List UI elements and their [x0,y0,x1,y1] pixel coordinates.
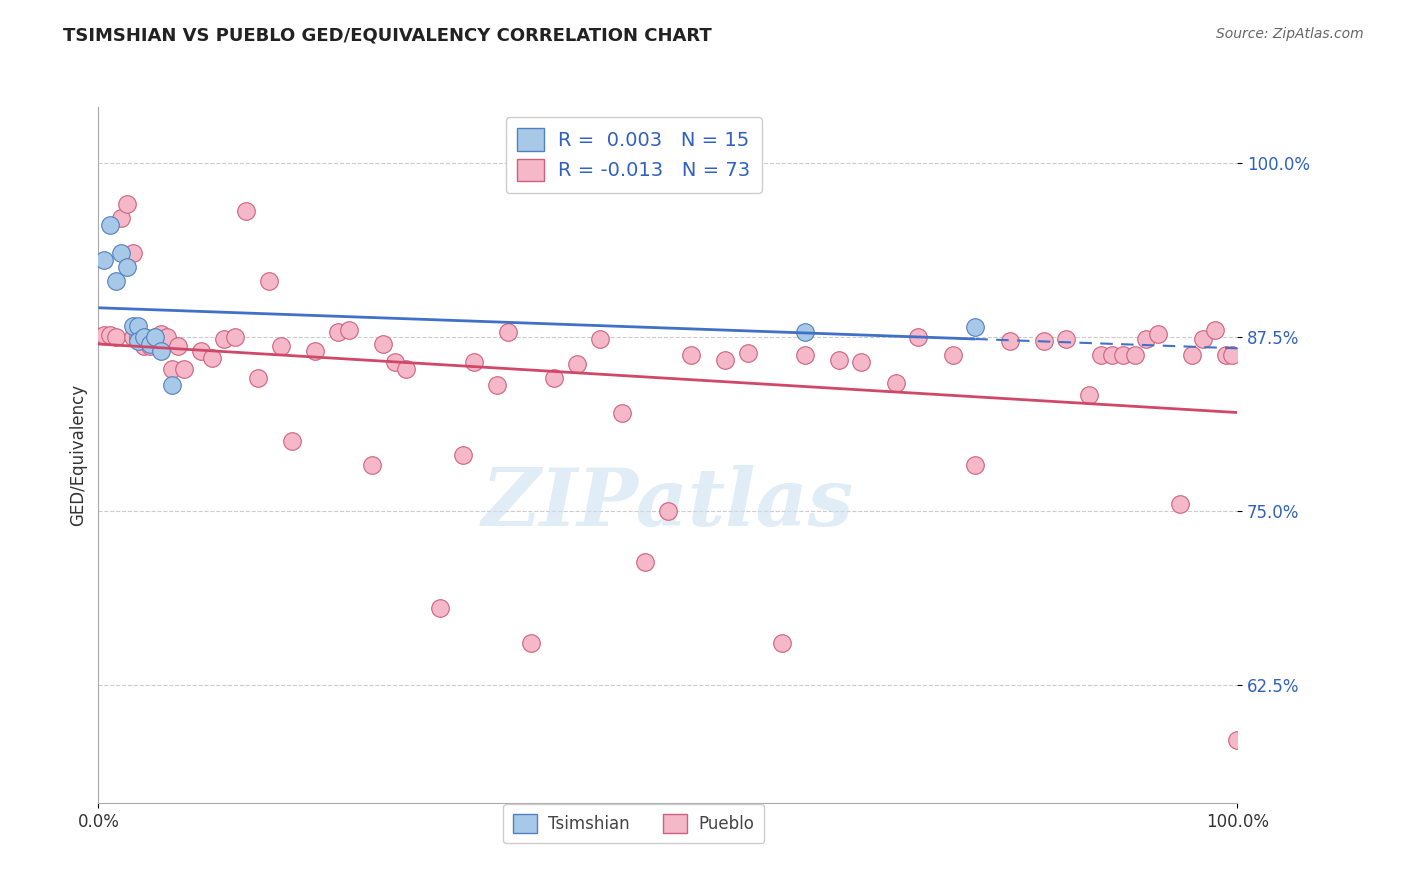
Point [1226,733,1249,747]
Point [942,348,965,362]
Point [498,326,520,340]
Point [224,329,246,343]
Point [998,334,1021,348]
Point [907,329,929,343]
Point [1054,333,1078,347]
Point [612,406,634,420]
Point [1170,497,1192,511]
Point [212,333,235,347]
Point [115,197,138,211]
Point [167,339,190,353]
Point [1032,334,1054,348]
Point [259,274,281,288]
Point [1146,326,1168,341]
Text: TSIMSHIAN VS PUEBLO GED/EQUIVALENCY CORRELATION CHART: TSIMSHIAN VS PUEBLO GED/EQUIVALENCY CORR… [63,27,711,45]
Point [1123,348,1146,362]
Point [162,361,184,376]
Point [121,318,143,333]
Point [145,329,167,343]
Point [884,376,907,390]
Point [520,636,543,650]
Point [127,334,149,348]
Point [634,555,657,569]
Point [395,361,418,376]
Point [565,358,588,372]
Point [337,323,360,337]
Point [851,354,873,368]
Point [132,329,155,343]
Point [98,328,121,343]
Point [173,361,195,376]
Point [371,336,394,351]
Point [1078,388,1101,402]
Point [93,253,115,268]
Point [737,346,759,360]
Point [121,329,143,343]
Point [384,354,406,368]
Point [1181,348,1204,362]
Point [281,434,304,448]
Point [201,351,224,365]
Point [1101,348,1123,362]
Text: Source: ZipAtlas.com: Source: ZipAtlas.com [1216,27,1364,41]
Point [132,339,155,353]
Point [110,246,132,260]
Y-axis label: GED/Equivalency: GED/Equivalency [69,384,87,526]
Point [588,333,610,347]
Text: ZIPatlas: ZIPatlas [482,465,853,542]
Point [714,353,737,368]
Point [1192,333,1215,347]
Point [679,348,702,362]
Point [93,328,115,343]
Point [270,339,292,353]
Point [246,371,269,385]
Point [115,260,138,274]
Legend: Tsimshian, Pueblo: Tsimshian, Pueblo [503,804,763,843]
Point [235,204,257,219]
Point [360,458,382,472]
Point [127,329,149,343]
Point [110,211,132,226]
Point [965,458,987,472]
Point [486,378,509,392]
Point [121,246,143,260]
Point [162,378,184,392]
Point [1220,348,1243,362]
Point [104,274,127,288]
Point [1215,348,1237,362]
Point [657,503,679,517]
Point [429,601,451,615]
Point [150,326,173,341]
Point [150,343,173,358]
Point [156,329,179,343]
Point [793,326,815,340]
Point [304,343,326,358]
Point [326,326,349,340]
Point [190,343,212,358]
Point [145,329,167,343]
Point [138,339,160,353]
Point [104,329,127,343]
Point [1135,333,1157,347]
Point [98,219,121,233]
Point [793,348,815,362]
Point [451,448,474,462]
Point [127,318,149,333]
Point [770,636,793,650]
Point [132,329,155,343]
Point [1204,323,1226,337]
Point [965,319,987,334]
Point [828,353,851,368]
Point [543,371,565,385]
Point [1112,348,1135,362]
Point [463,354,485,368]
Point [1090,348,1112,362]
Point [138,336,160,351]
